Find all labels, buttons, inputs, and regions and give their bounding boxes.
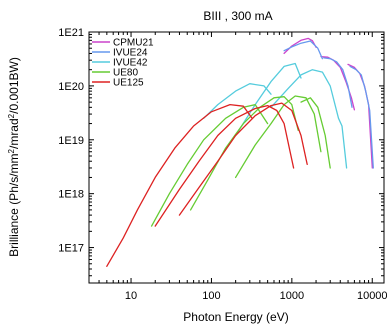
series-ue125 [106, 102, 308, 267]
legend-item-ue125: UE125 [92, 78, 144, 89]
series-line-ue125-3 [178, 102, 308, 216]
legend-label: UE80 [113, 68, 138, 79]
y-label-part-1: Brilliance (Ph/s/mm [7, 153, 21, 256]
x-tick-label: 1000 [280, 290, 304, 302]
y-label-sup-2: 2 [7, 113, 16, 118]
y-label-part-2: /mrad [7, 118, 21, 149]
y-label-sup-1: 2 [7, 148, 16, 153]
series-line-ivue42-1 [203, 83, 272, 119]
legend-label: IVUE42 [113, 58, 148, 69]
legend-item-ivue24: IVUE24 [92, 48, 148, 59]
legend-label: UE125 [113, 78, 144, 89]
series-line-ue80-4 [300, 97, 331, 169]
y-tick-label: 1E21 [58, 27, 84, 39]
legend-item-ue80: UE80 [92, 68, 138, 79]
series-line-ue125-1 [106, 103, 253, 267]
series-ue80 [150, 95, 331, 227]
series-ivue42 [203, 62, 348, 169]
y-tick-label: 1E17 [58, 243, 84, 255]
x-axis-label: Photon Energy (eV) [183, 310, 288, 324]
y-axis-ticks: 1E17 1E18 1E19 1E20 1E21 [58, 27, 384, 277]
legend-item-ivue42: IVUE42 [92, 58, 148, 69]
y-tick-label: 1E18 [58, 189, 84, 201]
series-line-ivue24-3 [349, 65, 374, 169]
y-axis-label: Brilliance (Ph/s/mm2/mrad2/0.001BW) [7, 57, 22, 257]
series-line-cpmu21-1 [283, 37, 317, 55]
legend-label: IVUE24 [113, 48, 148, 59]
legend-item-cpmu21: CPMU21 [92, 38, 154, 49]
series-line-ivue24-2 [323, 57, 353, 108]
plot-frame [88, 31, 385, 284]
series-line-cpmu21-3 [347, 63, 373, 169]
x-tick-label: 100 [202, 290, 220, 302]
series-ivue24 [283, 40, 374, 169]
series-line-ue80-1 [150, 103, 269, 227]
y-tick-label: 1E19 [58, 135, 84, 147]
series-line-ue80-3 [234, 95, 322, 179]
x-tick-label: 10 [125, 290, 137, 302]
series-line-ue125-2 [154, 104, 295, 227]
x-tick-label: 10000 [357, 290, 387, 302]
chart-title: BIII , 300 mA [203, 9, 272, 23]
plot-area: 10 100 1000 10000 1E17 1E18 1E19 1E20 1E21 [58, 27, 387, 302]
y-tick-label: 1E20 [58, 81, 84, 93]
series-line-ivue42-3 [270, 69, 348, 169]
series-group [106, 37, 374, 267]
y-label-part-3: /0.001BW) [7, 57, 21, 114]
legend-label: CPMU21 [113, 38, 154, 49]
series-line-ivue24-1 [283, 40, 324, 60]
